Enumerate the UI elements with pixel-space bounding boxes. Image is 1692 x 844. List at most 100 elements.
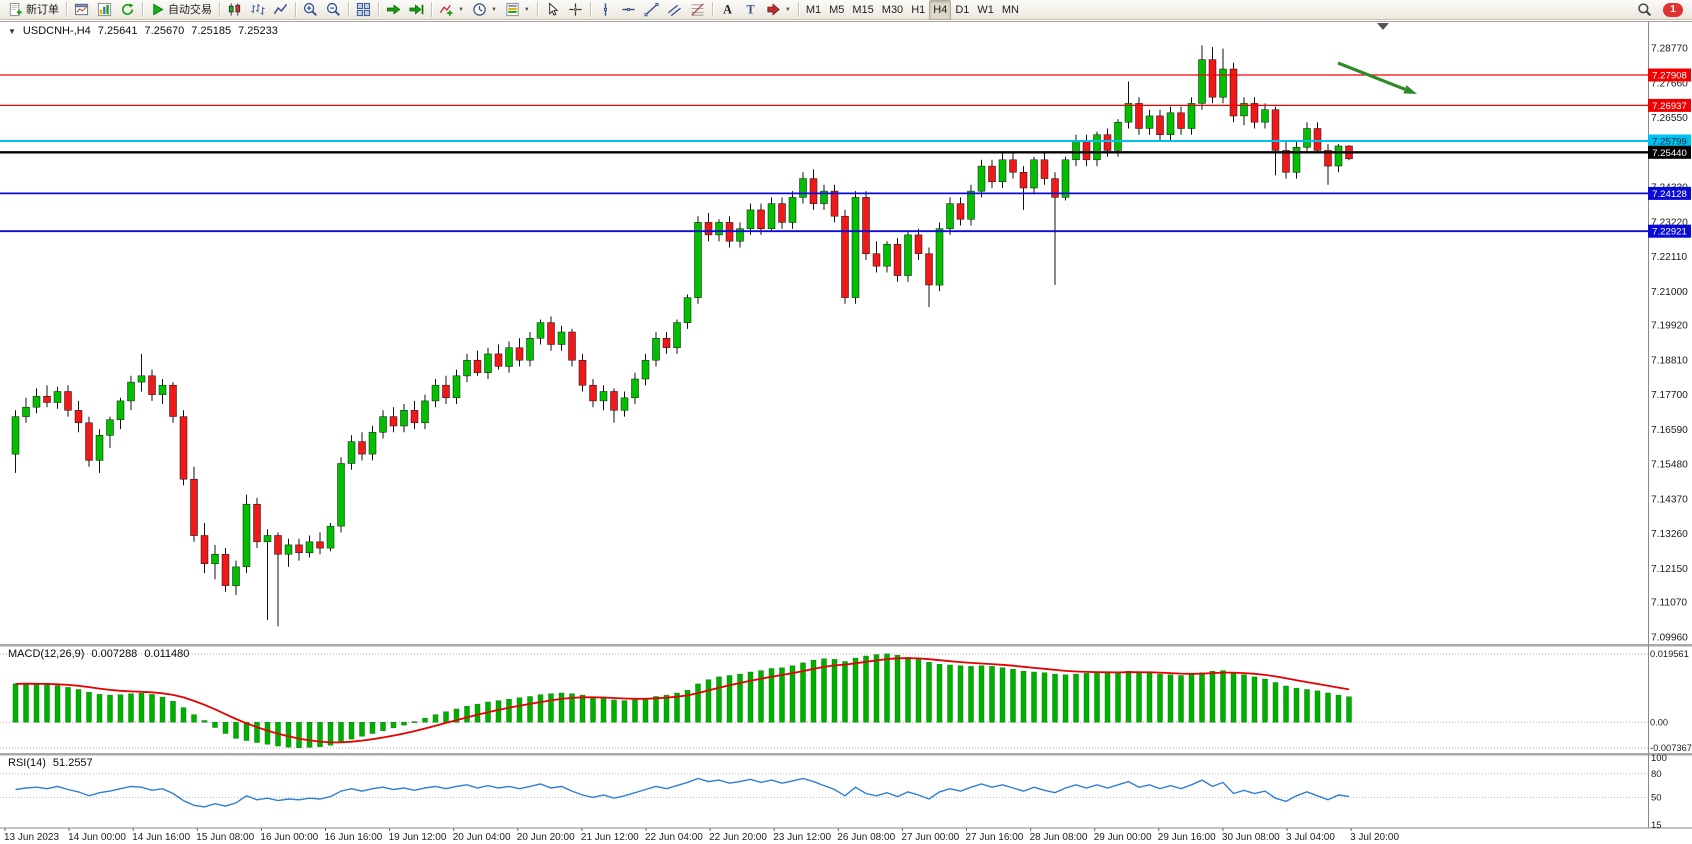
svg-text:23 Jun 12:00: 23 Jun 12:00 bbox=[773, 832, 831, 843]
pane-separator[interactable] bbox=[0, 644, 1692, 756]
line-chart-button[interactable] bbox=[269, 0, 292, 20]
arrow-shape-icon bbox=[766, 2, 781, 17]
support-line-upper[interactable]: 7.24128 bbox=[0, 186, 1691, 200]
text-label-button[interactable] bbox=[739, 0, 762, 20]
svg-text:7.15480: 7.15480 bbox=[1651, 460, 1688, 471]
vertical-line-button[interactable] bbox=[594, 0, 617, 20]
auto-scroll-button[interactable] bbox=[382, 0, 405, 20]
svg-text:7.18810: 7.18810 bbox=[1651, 355, 1688, 366]
channel-button[interactable] bbox=[663, 0, 686, 20]
svg-text:28 Jun 08:00: 28 Jun 08:00 bbox=[1030, 832, 1088, 843]
new-order-button[interactable]: 新订单 bbox=[4, 0, 63, 20]
support-line-lower[interactable]: 7.22921 bbox=[0, 224, 1691, 238]
svg-text:22 Jun 20:00: 22 Jun 20:00 bbox=[709, 832, 767, 843]
candles-icon bbox=[227, 2, 242, 17]
text-t-icon bbox=[743, 2, 758, 17]
indicators-button[interactable]: ▼ bbox=[435, 0, 468, 20]
time-axis[interactable]: 13 Jun 2023 14 Jun 00:00 14 Jun 16:00 15 Ju… bbox=[4, 828, 1399, 843]
zoom-in-icon bbox=[303, 2, 318, 17]
svg-text:29 Jun 00:00: 29 Jun 00:00 bbox=[1094, 832, 1152, 843]
timeframe-h1-button-label: H1 bbox=[911, 3, 926, 16]
svg-text:7.23220: 7.23220 bbox=[1651, 217, 1688, 228]
toolbar-separator bbox=[431, 2, 432, 17]
chart-title: ▼ USDCNH-,H4 7.25641 7.25670 7.25185 7.2… bbox=[8, 25, 278, 37]
timeframe-m15-button[interactable]: M15 bbox=[848, 0, 877, 20]
chart-shift-marker[interactable] bbox=[1377, 23, 1389, 30]
candlestick-series[interactable] bbox=[11, 45, 1353, 627]
resistance-line-lower[interactable]: 7.26937 bbox=[0, 98, 1691, 112]
search-button[interactable] bbox=[1633, 0, 1656, 20]
timeframe-mn-button[interactable]: MN bbox=[998, 0, 1023, 20]
svg-text:20 Jun 04:00: 20 Jun 04:00 bbox=[453, 832, 511, 843]
horizontal-line-button[interactable] bbox=[617, 0, 640, 20]
channel-icon bbox=[667, 2, 682, 17]
hline-current-black[interactable]: 7.25440 bbox=[0, 145, 1691, 159]
price-axis[interactable]: 7.287707.276607.265507.254407.243307.232… bbox=[1651, 44, 1688, 644]
timeframe-mn-button-label: MN bbox=[1001, 3, 1019, 16]
macd-axis[interactable]: 0.019561 0.00 -0.007367 bbox=[1650, 649, 1692, 753]
toolbar-separator bbox=[66, 2, 67, 17]
resistance-line-upper[interactable]: 7.27908 bbox=[0, 68, 1691, 82]
trend-arrow-annotation[interactable] bbox=[1337, 61, 1417, 94]
rsi-line bbox=[15, 777, 1350, 808]
svg-text:0.019561: 0.019561 bbox=[1650, 649, 1689, 659]
timeframe-m1-button[interactable]: M1 bbox=[802, 0, 825, 20]
indicators-icon bbox=[439, 2, 454, 17]
resistance-line-cyan[interactable]: 7.25799 bbox=[0, 134, 1691, 148]
crosshair-button[interactable] bbox=[564, 0, 587, 20]
svg-text:7.17700: 7.17700 bbox=[1651, 390, 1688, 401]
svg-text:13 Jun 2023: 13 Jun 2023 bbox=[4, 832, 59, 843]
auto-trading-button-label: 自动交易 bbox=[168, 3, 212, 16]
svg-text:7.25440: 7.25440 bbox=[1652, 148, 1687, 159]
rsi-axis[interactable]: 100 80 50 15 bbox=[1651, 753, 1667, 831]
templates-button[interactable]: ▼ bbox=[501, 0, 534, 20]
text-button[interactable] bbox=[716, 0, 739, 20]
svg-text:3 Jul 20:00: 3 Jul 20:00 bbox=[1350, 832, 1399, 843]
symbol-period: USDCNH-,H4 bbox=[22, 25, 91, 37]
svg-text:7.24128: 7.24128 bbox=[1652, 189, 1687, 200]
zoom-in-button[interactable] bbox=[299, 0, 322, 20]
toolbar-separator bbox=[348, 2, 349, 17]
tile-windows-button[interactable] bbox=[352, 0, 375, 20]
svg-text:7.26550: 7.26550 bbox=[1651, 113, 1688, 124]
charts-window-button[interactable] bbox=[70, 0, 93, 20]
macd-main-value: 0.007288 bbox=[91, 648, 138, 660]
timeframe-w1-button[interactable]: W1 bbox=[973, 0, 998, 20]
notification-badge[interactable]: 1 bbox=[1663, 2, 1683, 17]
svg-text:7.27908: 7.27908 bbox=[1652, 71, 1687, 82]
svg-text:3 Jul 04:00: 3 Jul 04:00 bbox=[1286, 832, 1335, 843]
clock-icon bbox=[472, 2, 487, 17]
timeframe-h4-button[interactable]: H4 bbox=[929, 0, 952, 20]
market-watch-button[interactable] bbox=[93, 0, 116, 20]
zoom-out-button[interactable] bbox=[322, 0, 345, 20]
text-a-icon bbox=[720, 2, 735, 17]
cursor-icon bbox=[545, 2, 560, 17]
timeframe-h1-button[interactable]: H1 bbox=[907, 0, 929, 20]
auto-trading-button[interactable]: 自动交易 bbox=[146, 0, 216, 20]
macd-header: MACD(12,26,9) 0.007288 0.011480 bbox=[8, 648, 189, 660]
svg-text:0.00: 0.00 bbox=[1650, 717, 1668, 727]
trendline-button[interactable] bbox=[640, 0, 663, 20]
timeframe-m5-button[interactable]: M5 bbox=[825, 0, 848, 20]
macd-signal-line bbox=[15, 657, 1350, 744]
periods-button[interactable]: ▼ bbox=[468, 0, 501, 20]
svg-text:14 Jun 00:00: 14 Jun 00:00 bbox=[68, 832, 126, 843]
chart-shift-button[interactable] bbox=[405, 0, 428, 20]
candlestick-chart-button[interactable] bbox=[223, 0, 246, 20]
bar-chart-button[interactable] bbox=[246, 0, 269, 20]
svg-text:15 Jun 08:00: 15 Jun 08:00 bbox=[196, 832, 254, 843]
timeframe-m30-button[interactable]: M30 bbox=[878, 0, 907, 20]
timeframe-w1-button-label: W1 bbox=[977, 3, 994, 16]
refresh-button[interactable] bbox=[116, 0, 139, 20]
cursor-button[interactable] bbox=[541, 0, 564, 20]
timeframe-d1-button[interactable]: D1 bbox=[951, 0, 973, 20]
toolbar-separator bbox=[589, 2, 591, 17]
svg-text:7.22110: 7.22110 bbox=[1651, 252, 1687, 263]
svg-text:7.13260: 7.13260 bbox=[1651, 529, 1688, 540]
arrows-button[interactable]: ▼ bbox=[762, 0, 795, 20]
collapse-chart-icon[interactable]: ▼ bbox=[8, 26, 16, 36]
ohlc-low: 7.25185 bbox=[191, 25, 232, 37]
toolbar-separator bbox=[797, 2, 799, 17]
fibonacci-button[interactable] bbox=[686, 0, 709, 20]
